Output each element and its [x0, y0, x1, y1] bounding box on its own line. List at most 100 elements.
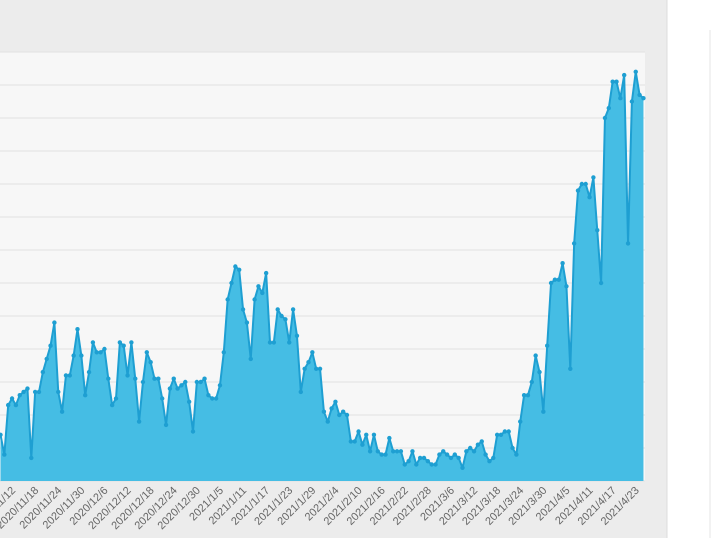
data-point: [279, 313, 284, 319]
data-point: [437, 452, 442, 457]
data-point: [568, 366, 573, 371]
data-point: [460, 465, 465, 470]
data-point: [106, 376, 111, 381]
data-point: [13, 402, 19, 408]
data-point: [406, 459, 411, 464]
data-point: [468, 445, 473, 451]
data-point: [294, 333, 300, 338]
data-point: [217, 383, 223, 388]
data-point: [56, 389, 61, 395]
data-point: [502, 429, 508, 434]
data-point: [398, 449, 404, 454]
data-point: [252, 297, 257, 302]
data-point: [102, 346, 107, 352]
data-point: [321, 409, 327, 414]
data-point: [283, 317, 288, 322]
data-point: [229, 280, 234, 286]
data-point: [144, 350, 149, 355]
data-point: [244, 320, 250, 325]
data-point: [233, 264, 238, 269]
data-point: [202, 376, 207, 381]
data-point: [464, 449, 469, 454]
data-point: [348, 439, 354, 444]
data-point: [471, 449, 477, 454]
data-point: [548, 280, 554, 286]
data-point: [206, 393, 211, 398]
data-point: [263, 270, 269, 276]
data-point: [83, 393, 88, 398]
data-point: [494, 432, 500, 437]
data-point: [364, 432, 369, 437]
data-point: [183, 379, 188, 385]
data-point: [487, 459, 492, 464]
data-point: [98, 350, 103, 355]
data-point: [587, 195, 592, 200]
data-point: [510, 445, 515, 451]
data-point: [117, 340, 123, 345]
data-point: [48, 343, 53, 348]
data-point: [618, 96, 623, 101]
data-point: [129, 340, 134, 345]
data-point: [271, 340, 277, 345]
data-point: [444, 452, 450, 457]
data-point: [448, 455, 454, 461]
data-point: [402, 462, 407, 467]
data-point: [571, 241, 577, 246]
data-point: [622, 72, 627, 78]
data-point: [367, 449, 373, 454]
data-point: [267, 340, 273, 345]
data-point: [175, 386, 180, 391]
data-point: [90, 340, 96, 345]
data-point: [518, 419, 523, 424]
data-point: [329, 406, 334, 411]
data-point: [352, 439, 357, 444]
data-point: [133, 376, 138, 381]
data-point: [344, 412, 350, 418]
data-point: [190, 429, 196, 434]
data-point: [256, 284, 261, 289]
data-point: [248, 356, 253, 362]
data-point: [298, 389, 303, 395]
data-point: [221, 350, 226, 355]
data-point: [59, 409, 65, 414]
data-point: [629, 99, 635, 104]
data-point: [21, 389, 26, 395]
data-point: [417, 455, 423, 461]
data-point: [260, 290, 265, 296]
data-point: [186, 399, 192, 404]
data-point: [75, 327, 80, 332]
data-point: [310, 350, 315, 355]
data-point: [479, 439, 484, 444]
data-point: [136, 419, 142, 424]
data-point: [36, 389, 42, 395]
data-point: [506, 429, 511, 434]
data-point: [63, 373, 69, 378]
data-point: [391, 449, 396, 454]
data-point: [44, 356, 49, 362]
data-point: [560, 261, 565, 266]
data-point: [552, 277, 558, 282]
data-point: [529, 379, 534, 385]
data-point: [287, 340, 292, 345]
data-point: [340, 409, 346, 414]
data-point: [337, 412, 342, 418]
data-point: [225, 297, 230, 302]
data-point: [67, 373, 73, 378]
data-point: [575, 188, 581, 193]
data-point: [375, 449, 380, 454]
data-point: [213, 396, 219, 401]
area-line: [0, 70, 645, 469]
data-point: [614, 79, 619, 84]
data-point: [94, 350, 99, 355]
data-point: [456, 455, 461, 461]
data-point: [86, 369, 92, 375]
data-point: [498, 432, 504, 437]
data-point: [148, 360, 153, 365]
data-point: [152, 376, 157, 381]
data-point: [140, 379, 146, 385]
data-point: [579, 181, 585, 187]
data-point: [379, 452, 384, 457]
data-point: [545, 343, 550, 348]
data-point: [425, 459, 431, 464]
data-point: [0, 432, 3, 437]
